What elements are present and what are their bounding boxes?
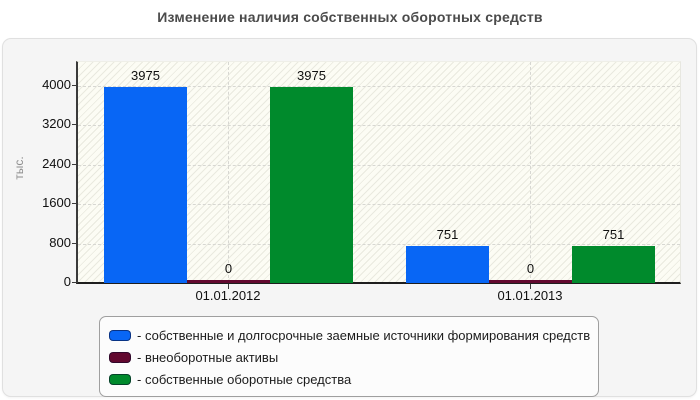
y-tick-label: 4000 — [42, 77, 71, 92]
legend-item-series3: - собственные оборотные средства — [109, 369, 588, 389]
legend-swatch — [109, 373, 131, 385]
y-tick-label: 3200 — [42, 116, 71, 131]
x-tick-label: 01.01.2013 — [497, 288, 563, 303]
legend-label: - собственные оборотные средства — [137, 371, 352, 387]
bar-series1-cat2 — [406, 246, 489, 283]
legend-item-series2: - внеоборотные активы — [109, 347, 588, 367]
bar-value-label: 0 — [526, 261, 535, 276]
legend: - собственные и долгосрочные заемные ист… — [99, 316, 599, 397]
y-tick-mark — [72, 243, 78, 244]
bar-series2-cat2 — [489, 280, 572, 283]
legend-item-series1: - собственные и долгосрочные заемные ист… — [109, 325, 591, 345]
y-tick-label: 800 — [49, 235, 71, 250]
bar-value-label: 751 — [436, 227, 459, 242]
y-tick-mark — [72, 164, 78, 165]
bar-series2-cat1 — [187, 280, 270, 283]
y-tick-mark — [72, 282, 78, 283]
y-tick-label: 2400 — [42, 156, 71, 171]
x-tick-mark — [530, 284, 531, 289]
x-tick-mark — [228, 284, 229, 289]
legend-swatch — [109, 351, 131, 363]
gridline-horizontal — [78, 125, 680, 126]
legend-swatch — [109, 329, 131, 341]
y-tick-mark — [72, 85, 78, 86]
bar-series3-cat1 — [270, 87, 353, 283]
y-tick-label: 1600 — [42, 195, 71, 210]
y-tick-mark — [72, 203, 78, 204]
legend-label: - собственные и долгосрочные заемные ист… — [137, 327, 591, 343]
chart-panel: тыс. 3975 0 3975 751 0 751 0 800 1600 2400 3200 40… — [2, 38, 697, 397]
plot-area: 3975 0 3975 751 0 751 — [76, 61, 681, 284]
bar-series1-cat1 — [104, 87, 187, 283]
chart-title: Изменение наличия собственных оборотных … — [157, 9, 543, 25]
gridline-horizontal — [78, 204, 680, 205]
gridline-vertical — [530, 62, 531, 283]
gridline-horizontal — [78, 86, 680, 87]
gridline-horizontal — [78, 244, 680, 245]
gridline-vertical — [228, 62, 229, 283]
x-tick-label: 01.01.2012 — [195, 288, 261, 303]
bar-value-label: 751 — [602, 227, 625, 242]
bar-series3-cat2 — [572, 246, 655, 283]
bar-value-label: 3975 — [297, 68, 326, 83]
gridline-horizontal — [78, 165, 680, 166]
legend-label: - внеоборотные активы — [137, 349, 279, 365]
y-tick-mark — [72, 124, 78, 125]
bar-value-label: 0 — [224, 261, 233, 276]
y-tick-label: 0 — [63, 274, 71, 289]
bar-value-label: 3975 — [131, 68, 160, 83]
